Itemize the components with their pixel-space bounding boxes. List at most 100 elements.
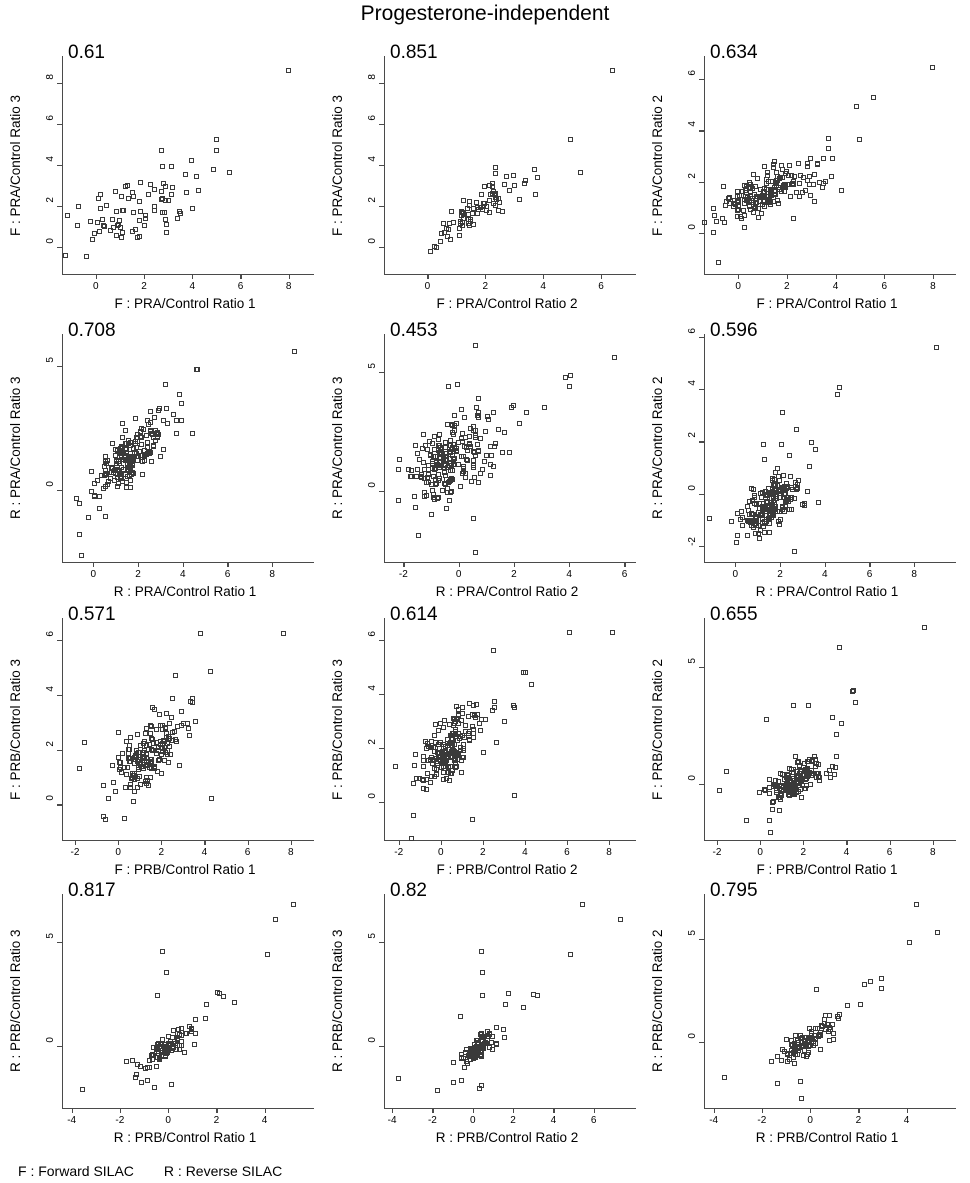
y-tick-label: 2 — [45, 197, 56, 203]
x-tick — [524, 840, 527, 845]
data-point — [449, 736, 455, 742]
data-point — [420, 431, 426, 437]
y-tick — [699, 79, 704, 81]
data-point — [155, 748, 161, 754]
data-point — [853, 103, 859, 109]
x-tick — [810, 1108, 812, 1113]
data-point — [139, 426, 145, 432]
data-point — [472, 474, 478, 480]
x-axis-line — [62, 840, 314, 842]
data-point — [750, 512, 756, 518]
data-point — [492, 441, 498, 447]
data-point — [787, 453, 793, 459]
data-point — [488, 452, 494, 458]
data-point — [123, 184, 129, 190]
data-points-p1 — [62, 56, 308, 274]
y-tick — [379, 206, 384, 208]
data-point — [734, 510, 740, 516]
data-point — [414, 776, 420, 782]
data-point — [170, 411, 176, 417]
data-point — [424, 770, 430, 776]
data-point — [455, 461, 461, 467]
data-point — [930, 65, 936, 71]
plot-area-p9: -2 0 2 4 6 8 0 5 — [687, 618, 956, 858]
data-point — [443, 439, 449, 445]
y-tick-label-wrap: 6 — [367, 115, 378, 133]
data-point — [510, 703, 516, 709]
data-point — [120, 421, 126, 427]
data-point — [521, 181, 527, 187]
y-tick-label: 4 — [367, 156, 378, 162]
y-axis-label-p7: F : PRB/Control Ratio 3 — [8, 658, 23, 800]
data-point — [734, 213, 740, 219]
data-point — [485, 417, 491, 423]
data-point — [138, 179, 144, 185]
data-point — [496, 199, 502, 205]
data-point — [156, 712, 162, 718]
data-point — [138, 441, 144, 447]
data-point — [448, 754, 454, 760]
data-point — [393, 764, 399, 770]
data-point — [114, 232, 120, 238]
x-tick — [95, 274, 97, 279]
data-point — [173, 736, 179, 742]
x-tick — [835, 274, 837, 279]
data-point — [141, 740, 147, 746]
data-point — [452, 423, 458, 429]
data-point — [118, 473, 124, 479]
y-tick-label: 4 — [687, 121, 698, 127]
data-point — [163, 217, 169, 223]
data-point — [474, 199, 480, 205]
y-tick-label-wrap: 5 — [687, 930, 698, 948]
data-point — [189, 158, 195, 164]
data-point — [451, 758, 457, 764]
x-tick — [204, 840, 206, 845]
data-point — [741, 212, 747, 218]
y-tick-label-wrap: 2 — [45, 741, 56, 759]
data-point — [187, 699, 193, 705]
data-point — [770, 784, 776, 790]
data-point — [272, 917, 278, 923]
data-point — [134, 445, 140, 451]
x-tick — [398, 840, 400, 845]
data-point — [179, 400, 185, 406]
x-axis-line — [62, 1108, 314, 1110]
data-point — [724, 768, 730, 774]
x-tick — [884, 274, 886, 279]
data-point — [142, 447, 148, 453]
data-point — [169, 163, 175, 169]
y-tick-label-wrap: 0 — [45, 238, 56, 256]
data-point — [470, 734, 476, 740]
data-point — [112, 189, 118, 195]
x-tick — [824, 562, 826, 567]
data-point — [833, 765, 839, 771]
correlation-value-p8: 0.614 — [390, 604, 438, 625]
data-point — [505, 991, 511, 997]
data-point — [781, 777, 787, 783]
data-point — [782, 170, 788, 176]
data-point — [480, 970, 486, 976]
data-point — [418, 471, 424, 477]
y-tick-label: 5 — [367, 363, 378, 369]
data-point — [787, 474, 793, 480]
data-point — [110, 780, 116, 786]
data-point — [181, 1049, 187, 1055]
x-tick-label: 0 — [807, 1115, 813, 1126]
data-point — [475, 480, 481, 486]
data-point — [789, 767, 795, 773]
data-point — [148, 459, 154, 465]
data-point — [812, 1041, 818, 1047]
data-point — [161, 739, 167, 745]
data-point — [568, 136, 574, 142]
data-point — [135, 454, 141, 460]
data-point — [780, 1047, 786, 1053]
scatter-panel-p1: 0.61 0 2 4 6 8 0 2 4 6 8 F : PRA/Control Ratio 1 F :… — [0, 40, 326, 312]
data-point — [449, 767, 455, 773]
data-point — [490, 1047, 496, 1053]
data-point — [124, 1059, 130, 1065]
data-point — [158, 1052, 164, 1058]
y-tick-label-wrap: 6 — [687, 328, 698, 346]
data-point — [458, 213, 464, 219]
x-tick-label: 8 — [930, 281, 936, 292]
data-point — [767, 777, 773, 782]
